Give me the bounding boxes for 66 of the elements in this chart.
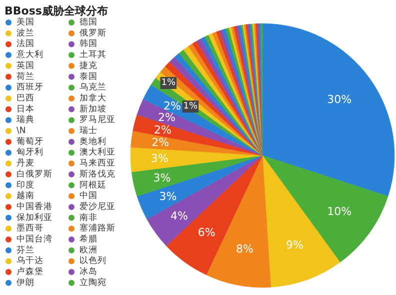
legend-label: 中国台湾	[16, 234, 52, 244]
legend-label: 新加坡	[80, 103, 106, 114]
data-label: 1%	[161, 78, 176, 88]
data-label: 3%	[150, 152, 168, 166]
legend-label: 希腊	[80, 234, 98, 244]
data-label: 1%	[183, 102, 198, 112]
data-label: 2%	[158, 111, 176, 124]
data-label: 8%	[236, 242, 254, 256]
legend-label: 保加利亚	[16, 212, 52, 223]
legend-label: 巴西	[16, 93, 34, 104]
data-label: 3%	[159, 190, 177, 203]
legend-label: 斯洛伐克	[80, 168, 116, 180]
legend-label: 越南	[16, 190, 34, 202]
legend-label: 加拿大	[80, 92, 106, 104]
legend-label: 泰国	[80, 70, 98, 82]
legend-label: 英国	[16, 60, 34, 71]
legend-label: 奥地利	[80, 136, 106, 147]
legend-label: 土耳其	[80, 49, 106, 60]
legend-label: 西班牙	[16, 82, 44, 93]
legend-label: 芬兰	[16, 244, 34, 256]
legend-label: 瑞士	[80, 125, 98, 136]
data-label: 2%	[152, 136, 170, 150]
legend-label: 立陶宛	[80, 276, 106, 288]
legend-label: 阿根廷	[80, 179, 106, 190]
legend-label: 澳大利亚	[80, 146, 116, 158]
chart-title: BBoss威胁全球分布	[4, 4, 108, 18]
legend-label: 以色列	[80, 255, 106, 266]
legend-label: 中国	[80, 190, 98, 202]
data-label: 30%	[327, 93, 352, 106]
legend-label: 捷克	[80, 60, 98, 71]
data-label: 3%	[153, 171, 171, 184]
legend-label: 乌干达	[16, 255, 44, 266]
legend-label: 欧洲	[80, 244, 98, 256]
data-label: 2%	[154, 123, 172, 136]
legend-label: 冰岛	[80, 266, 98, 278]
legend-label: 马来西亚	[80, 158, 116, 169]
legend-label: 中国香港	[16, 200, 52, 212]
legend-label: 匈牙利	[16, 146, 44, 158]
legend-label: 南非	[80, 212, 98, 223]
legend-label: 罗马尼亚	[80, 114, 116, 126]
legend-label: 爱沙尼亚	[80, 200, 116, 212]
data-label: 4%	[170, 210, 188, 223]
legend-label: 乌克兰	[80, 82, 106, 93]
data-label: 6%	[198, 226, 216, 239]
legend-label: 日本	[16, 103, 34, 114]
legend-label: 丹麦	[16, 158, 34, 169]
legend-label: 卢森堡	[16, 266, 44, 278]
legend-label: 美国	[16, 16, 34, 28]
legend-label: 印度	[16, 179, 34, 190]
legend-label: 韩国	[80, 38, 98, 50]
data-label: 10%	[327, 204, 352, 218]
legend-label: 德国	[80, 16, 98, 28]
legend-label: 荷兰	[16, 70, 34, 82]
legend-label: 意大利	[16, 49, 44, 60]
legend-label: 伊朗	[16, 276, 34, 288]
legend-label: 白俄罗斯	[16, 168, 52, 180]
legend-label: 法国	[16, 38, 34, 50]
data-label: 2%	[164, 99, 182, 112]
legend-label: 墨西哥	[16, 222, 44, 234]
legend-label: \N	[16, 126, 26, 136]
data-label: 9%	[286, 238, 304, 252]
legend-label: 葡萄牙	[16, 136, 44, 147]
legend-label: 波兰	[16, 27, 34, 38]
legend-label: 塞浦路斯	[80, 222, 116, 234]
legend-label: 瑞典	[16, 114, 34, 126]
legend-label: 俄罗斯	[80, 27, 106, 38]
